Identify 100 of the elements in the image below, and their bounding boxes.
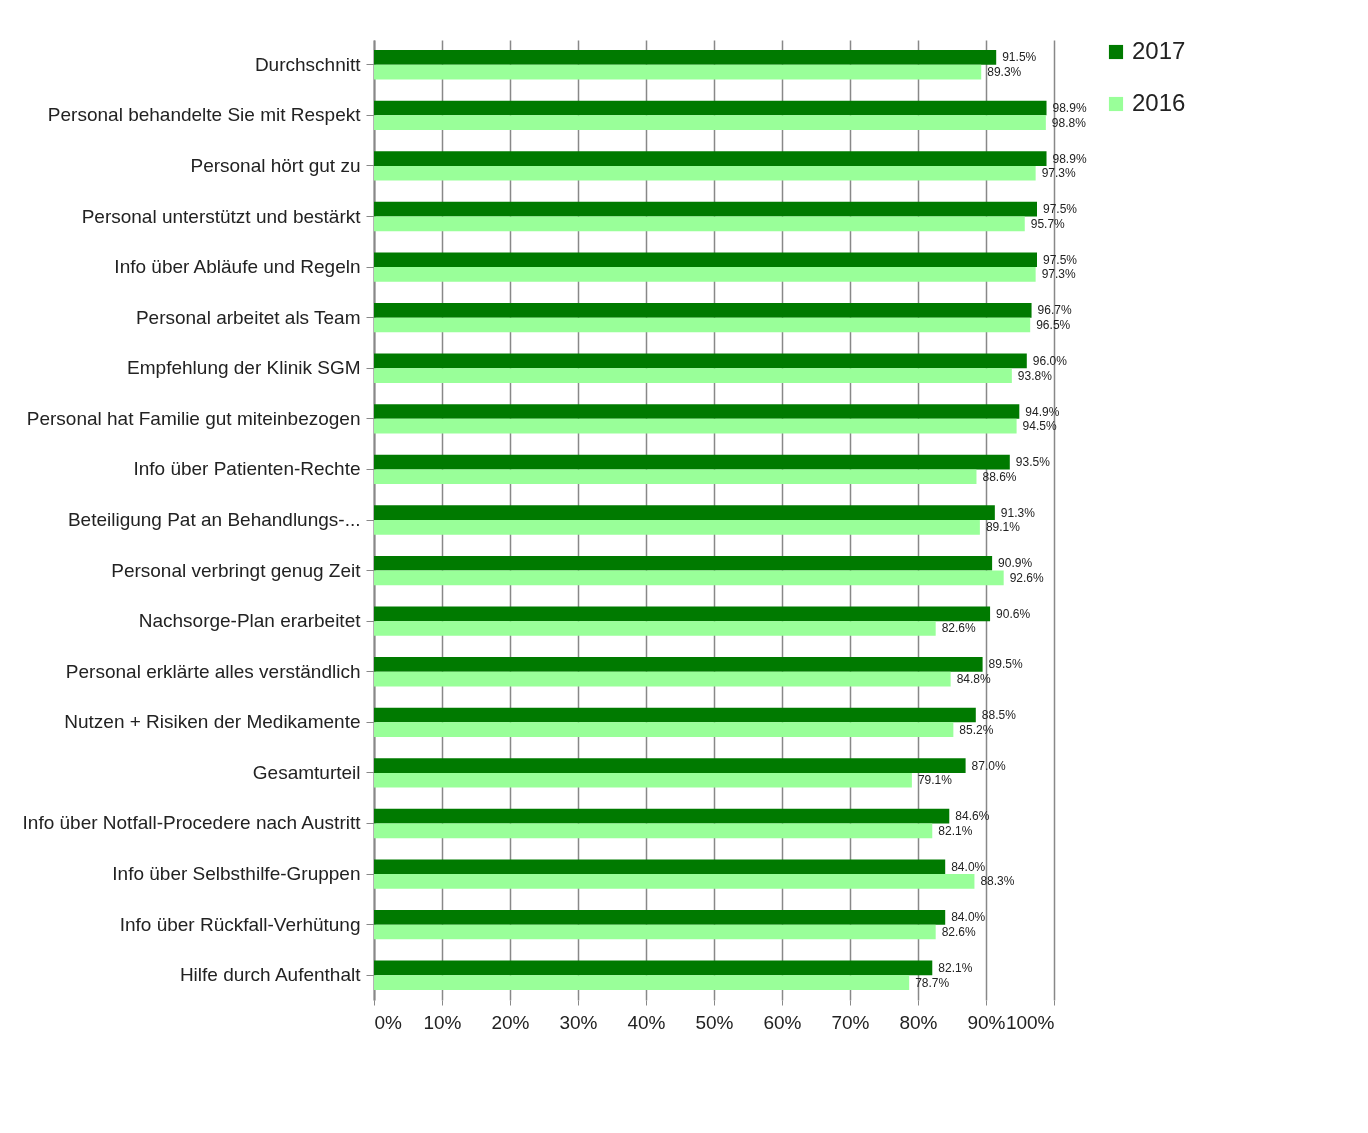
bar xyxy=(374,151,1047,166)
data-label: 85.2% xyxy=(959,722,994,737)
x-tick-label: 20% xyxy=(491,1011,530,1033)
x-tick-label: 70% xyxy=(831,1011,870,1033)
data-label: 87.0% xyxy=(971,758,1006,773)
bar xyxy=(374,64,982,80)
bar xyxy=(374,317,1031,333)
bar xyxy=(374,707,976,723)
y-tick-label: Personal hört gut zu xyxy=(190,154,361,176)
bar xyxy=(374,303,1032,318)
bar xyxy=(374,975,910,990)
data-label: 84.0% xyxy=(951,859,986,874)
bar xyxy=(374,252,1037,268)
y-tick-label: Info über Selbsthilfe-Gruppen xyxy=(112,863,361,885)
y-tick-label: Nutzen + Risiken der Medikamente xyxy=(64,711,361,733)
bar xyxy=(374,808,950,824)
bar xyxy=(374,469,977,485)
y-tick-label: Info über Notfall-Procedere nach Austritt xyxy=(22,812,362,834)
data-label: 89.3% xyxy=(987,65,1022,80)
bar xyxy=(374,555,993,571)
y-tick-label: Personal unterstützt und bestärkt xyxy=(81,205,362,227)
x-tick-label: 0% xyxy=(374,1011,403,1033)
data-label: 78.7% xyxy=(915,975,950,990)
data-label: 92.6% xyxy=(1009,570,1045,585)
bar xyxy=(374,924,936,940)
data-label: 90.9% xyxy=(998,556,1033,571)
data-label: 79.1% xyxy=(917,773,953,788)
bar xyxy=(374,216,1025,232)
bar xyxy=(374,404,1020,419)
data-label: 96.7% xyxy=(1037,303,1072,318)
x-tick-label: 40% xyxy=(627,1011,666,1033)
bar xyxy=(374,201,1037,217)
legend-label: 2016 xyxy=(1132,89,1186,116)
data-label: 90.6% xyxy=(996,606,1031,621)
x-tick-label: 30% xyxy=(559,1011,598,1033)
bar xyxy=(374,722,954,737)
x-tick-label: 10% xyxy=(423,1011,462,1033)
bar xyxy=(374,353,1027,369)
y-tick-label: Personal verbringt genug Zeit xyxy=(111,559,362,581)
data-label: 82.6% xyxy=(941,621,977,636)
bar xyxy=(374,165,1036,181)
bar xyxy=(374,823,933,839)
y-tick-label: Info über Abläufe und Regeln xyxy=(114,256,361,278)
data-label: 82.6% xyxy=(941,924,977,939)
x-tick-label: 60% xyxy=(763,1011,802,1033)
bar xyxy=(374,606,991,622)
y-tick-label: Personal behandelte Sie mit Respekt xyxy=(47,104,362,126)
y-tick-label: Hilfe durch Aufenthalt xyxy=(179,964,362,986)
bar xyxy=(374,50,997,65)
data-label: 89.5% xyxy=(988,657,1023,672)
y-tick-label: Gesamturteil xyxy=(252,761,361,783)
bar xyxy=(374,859,946,875)
data-label: 88.5% xyxy=(981,707,1017,722)
data-label: 89.1% xyxy=(985,520,1021,535)
data-label: 84.0% xyxy=(951,910,986,925)
y-tick-label: Empfehlung der Klinik SGM xyxy=(127,357,361,379)
data-label: 82.1% xyxy=(938,960,973,975)
data-label: 94.5% xyxy=(1022,419,1057,434)
data-label: 88.6% xyxy=(982,469,1017,484)
bar xyxy=(374,621,936,636)
y-tick-label: Personal arbeitet als Team xyxy=(135,306,361,328)
data-label: 97.3% xyxy=(1041,267,1076,282)
x-tick-label: 100% xyxy=(1005,1011,1055,1033)
x-tick-label: 80% xyxy=(899,1011,938,1033)
data-label: 98.8% xyxy=(1051,115,1087,130)
bar xyxy=(374,520,980,535)
data-label: 88.3% xyxy=(980,874,1015,889)
bar xyxy=(374,100,1047,116)
legend-label: 2017 xyxy=(1132,37,1186,64)
bar xyxy=(374,874,975,889)
bar xyxy=(374,267,1036,282)
data-label: 95.7% xyxy=(1030,216,1066,231)
bar xyxy=(374,454,1010,470)
data-label: 84.8% xyxy=(956,672,991,687)
data-label: 91.5% xyxy=(1002,50,1037,65)
x-tick-label: 90% xyxy=(967,1011,1006,1033)
y-tick-label: Beteiligung Pat an Behandlungs-... xyxy=(67,509,361,530)
bar xyxy=(374,418,1017,434)
y-tick-label: Info über Patienten-Rechte xyxy=(133,458,361,480)
y-tick-label: Personal erklärte alles verständlich xyxy=(65,660,361,682)
bar xyxy=(374,505,995,520)
data-label: 96.5% xyxy=(1036,318,1071,333)
data-label: 91.3% xyxy=(1000,505,1036,520)
x-tick-label: 50% xyxy=(695,1011,734,1033)
bar xyxy=(374,671,951,687)
bar xyxy=(374,657,983,672)
bar xyxy=(374,960,933,976)
bar xyxy=(374,570,1004,586)
data-label: 97.5% xyxy=(1043,202,1078,217)
data-label: 94.9% xyxy=(1025,404,1060,419)
data-label: 98.9% xyxy=(1052,101,1087,116)
bar xyxy=(374,115,1046,131)
y-tick-label: Durchschnitt xyxy=(254,53,362,75)
data-label: 84.6% xyxy=(955,809,990,824)
bar xyxy=(374,368,1012,383)
y-tick-label: Info über Rückfall-Verhütung xyxy=(119,913,361,935)
bar xyxy=(374,758,966,773)
data-label: 93.8% xyxy=(1017,368,1053,383)
data-label: 97.5% xyxy=(1043,252,1078,267)
data-label: 82.1% xyxy=(938,823,973,838)
